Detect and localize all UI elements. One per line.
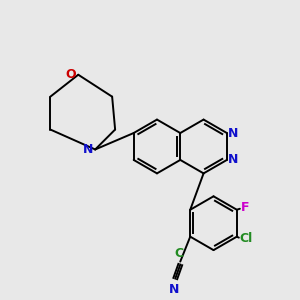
Text: O: O bbox=[66, 68, 76, 81]
Text: Cl: Cl bbox=[240, 232, 253, 245]
Text: N: N bbox=[228, 127, 238, 140]
Text: N: N bbox=[228, 153, 238, 167]
Text: F: F bbox=[241, 201, 249, 214]
Text: N: N bbox=[83, 143, 93, 156]
Text: N: N bbox=[169, 284, 179, 296]
Text: C: C bbox=[175, 247, 184, 260]
